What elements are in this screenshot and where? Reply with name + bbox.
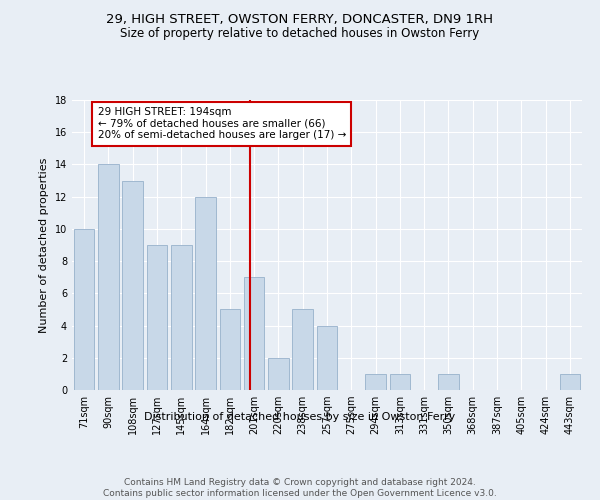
Text: Contains HM Land Registry data © Crown copyright and database right 2024.
Contai: Contains HM Land Registry data © Crown c… <box>103 478 497 498</box>
Bar <box>365 374 386 390</box>
Bar <box>195 196 216 390</box>
Bar <box>220 310 240 390</box>
Bar <box>98 164 119 390</box>
Text: 29 HIGH STREET: 194sqm
← 79% of detached houses are smaller (66)
20% of semi-det: 29 HIGH STREET: 194sqm ← 79% of detached… <box>97 108 346 140</box>
Bar <box>74 229 94 390</box>
Bar <box>268 358 289 390</box>
Text: Size of property relative to detached houses in Owston Ferry: Size of property relative to detached ho… <box>121 28 479 40</box>
Text: Distribution of detached houses by size in Owston Ferry: Distribution of detached houses by size … <box>145 412 455 422</box>
Bar <box>122 180 143 390</box>
Bar <box>438 374 459 390</box>
Bar <box>292 310 313 390</box>
Bar <box>171 245 191 390</box>
Y-axis label: Number of detached properties: Number of detached properties <box>39 158 49 332</box>
Bar <box>560 374 580 390</box>
Bar <box>317 326 337 390</box>
Bar <box>389 374 410 390</box>
Bar <box>244 277 265 390</box>
Text: 29, HIGH STREET, OWSTON FERRY, DONCASTER, DN9 1RH: 29, HIGH STREET, OWSTON FERRY, DONCASTER… <box>107 12 493 26</box>
Bar <box>146 245 167 390</box>
